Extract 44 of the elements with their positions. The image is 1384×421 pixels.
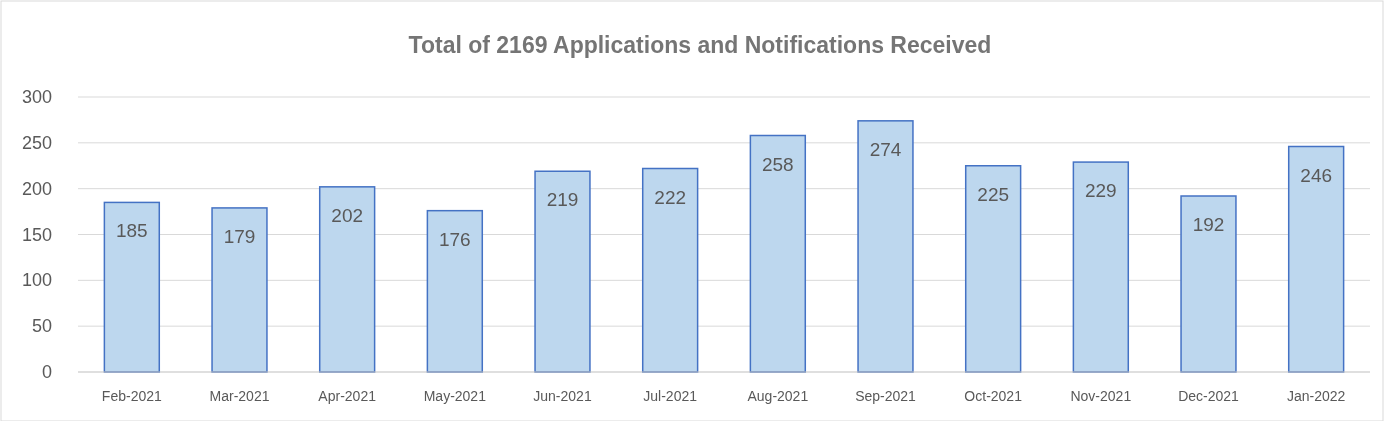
data-label: 222 — [654, 186, 687, 208]
x-tick-label: Apr-2021 — [318, 388, 377, 404]
bar — [103, 201, 161, 373]
bar — [964, 165, 1022, 373]
y-tick-label: 300 — [21, 87, 52, 107]
x-tick-label: Dec-2021 — [1178, 388, 1240, 404]
data-label: 246 — [1300, 164, 1333, 186]
bar — [749, 134, 807, 373]
data-label: 225 — [977, 183, 1010, 205]
bar — [534, 170, 591, 373]
x-tick-label: May-2021 — [423, 388, 487, 404]
bar — [318, 186, 376, 373]
data-label: 274 — [869, 138, 902, 160]
x-tick-label: Jun-2021 — [533, 388, 592, 404]
x-tick-label: Jan-2022 — [1286, 388, 1346, 404]
chart-title: Total of 2169 Applications and Notifications Received — [408, 32, 992, 58]
y-tick-label: 250 — [21, 132, 52, 153]
x-tick-label: Mar-2021 — [209, 388, 270, 404]
data-label: 219 — [546, 189, 579, 211]
y-tick-label: 150 — [21, 224, 52, 245]
bar — [641, 167, 699, 373]
data-label: 258 — [761, 153, 794, 175]
bar — [1072, 161, 1130, 373]
bar — [857, 120, 914, 373]
x-tick-label: Sep-2021 — [855, 388, 917, 404]
bar — [211, 207, 268, 373]
y-tick-label: 50 — [31, 316, 52, 337]
bar — [1180, 195, 1237, 373]
x-tick-label: Aug-2021 — [747, 388, 809, 404]
data-label: 202 — [331, 204, 364, 226]
y-tick-label: 200 — [21, 178, 52, 199]
y-tick-label: 0 — [41, 362, 52, 382]
bar — [426, 209, 484, 373]
bar — [1287, 145, 1345, 373]
x-tick-label: Jul-2021 — [643, 388, 698, 404]
x-tick-label: Oct-2021 — [964, 388, 1023, 404]
data-label: 179 — [223, 225, 256, 247]
y-tick-label: 100 — [21, 270, 52, 291]
data-label: 229 — [1084, 180, 1117, 202]
data-label: 192 — [1192, 214, 1225, 235]
x-tick-label: Nov-2021 — [1070, 388, 1132, 404]
data-label: 176 — [438, 228, 471, 250]
x-tick-label: Feb-2021 — [101, 388, 163, 404]
data-label: 185 — [115, 220, 148, 242]
